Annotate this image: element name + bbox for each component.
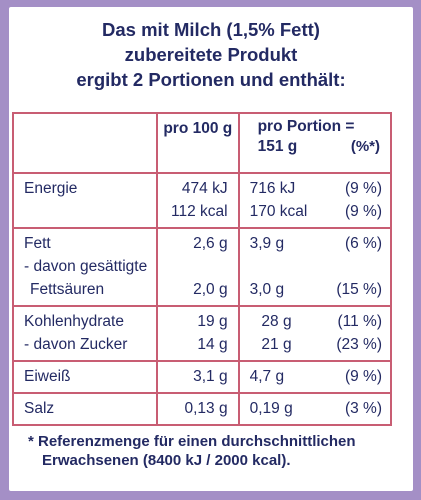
- saturated-pct: (15 %): [336, 281, 382, 298]
- row-sub-label: - davon Zucker: [24, 336, 128, 353]
- portion-size: 151 g: [257, 138, 298, 155]
- table-row-fat: Fett - davon gesättigte Fettsäuren 2,6 g…: [11, 227, 393, 307]
- carbs-portion: 28 g: [261, 313, 292, 330]
- saturated-portion: 3,0 g: [249, 281, 285, 298]
- energy-pct-kcal: (9 %): [344, 203, 382, 220]
- portion-header-label: pro Portion =: [257, 118, 355, 135]
- row-sub-label: - davon gesättigte: [24, 258, 148, 275]
- header-line-1: Das mit Milch (1,5% Fett): [102, 19, 320, 40]
- table-header-row: pro 100 g pro Portion = 151 g (%*): [11, 112, 393, 174]
- table-row-salt: Salz 0,13 g 0,19 g (3 %): [11, 392, 393, 426]
- footnote-line-1: * Referenzmenge für einen durchschnittli…: [28, 433, 356, 450]
- nutrition-table: pro 100 g pro Portion = 151 g (%*) Energ…: [11, 112, 393, 426]
- header-line-3: ergibt 2 Portionen und enthält:: [76, 69, 346, 90]
- row-label: Eiweiß: [24, 368, 71, 385]
- row-label: Fett: [24, 235, 51, 252]
- table-row-protein: Eiweiß 3,1 g 4,7 g (9 %): [11, 360, 393, 394]
- table-row-energy: Energie 474 kJ 112 kcal 716 kJ (9 %) 170 …: [11, 172, 393, 229]
- carbs-pct: (11 %): [337, 313, 382, 330]
- protein-per100: 3,1 g: [193, 368, 228, 385]
- sugar-per100: 14 g: [197, 336, 228, 353]
- footnote-line-2: Erwachsenen (8400 kJ / 2000 kcal).: [42, 452, 291, 469]
- fat-pct: (6 %): [344, 235, 382, 252]
- column-per-portion: pro Portion = 151 g (%*): [237, 112, 393, 174]
- header-empty-cell: [11, 112, 159, 174]
- salt-portion: 0,19 g: [249, 400, 293, 417]
- fat-per100: 2,6 g: [193, 235, 228, 252]
- sugar-portion: 21 g: [261, 336, 292, 353]
- percent-header: (%*): [350, 138, 380, 155]
- protein-pct: (9 %): [344, 368, 382, 385]
- row-label: Energie: [24, 180, 78, 197]
- salt-per100: 0,13 g: [184, 400, 228, 417]
- energy-per100-kj: 474 kJ: [181, 180, 228, 197]
- label-header: Das mit Milch (1,5% Fett) zubereitete Pr…: [9, 17, 413, 92]
- carbs-per100: 19 g: [197, 313, 228, 330]
- row-label: Salz: [24, 400, 55, 417]
- energy-portion-kcal: 170 kcal: [249, 203, 308, 220]
- protein-portion: 4,7 g: [249, 368, 285, 385]
- salt-pct: (3 %): [344, 400, 382, 417]
- row-label: Kohlenhydrate: [24, 313, 124, 330]
- header-line-2: zubereitete Produkt: [124, 44, 298, 65]
- energy-per100-kcal: 112 kcal: [171, 203, 228, 220]
- sugar-pct: (23 %): [336, 336, 382, 353]
- table-row-carbs: Kohlenhydrate - davon Zucker 19 g 14 g 2…: [11, 305, 393, 362]
- fat-portion: 3,9 g: [249, 235, 285, 252]
- saturated-per100: 2,0 g: [193, 281, 228, 298]
- row-sub-label: Fettsäuren: [30, 281, 105, 298]
- energy-pct-kj: (9 %): [344, 180, 382, 197]
- column-per-100g: pro 100 g: [156, 112, 240, 174]
- footnote: * Referenzmenge für einen durchschnittli…: [28, 432, 398, 470]
- energy-portion-kj: 716 kJ: [249, 180, 296, 197]
